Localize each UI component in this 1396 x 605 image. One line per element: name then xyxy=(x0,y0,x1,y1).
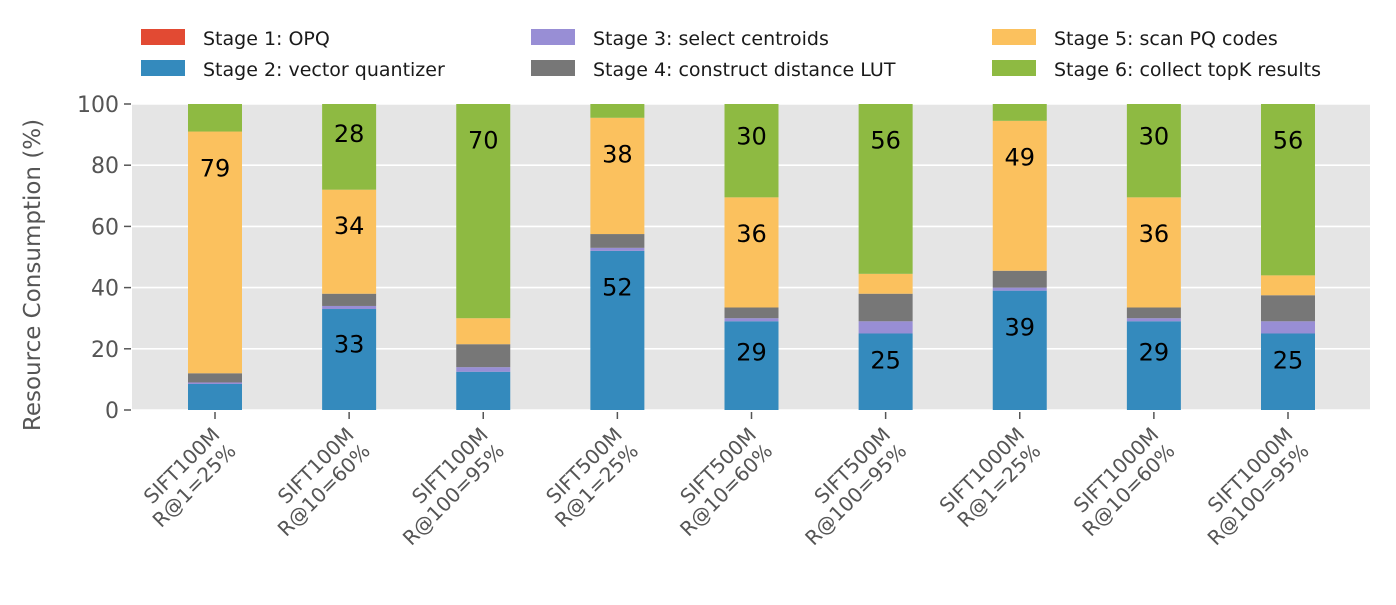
legend: Stage 1: OPQ Stage 2: vector quantizer Sta… xyxy=(141,28,1321,81)
legend-swatch xyxy=(531,60,575,76)
bar-segment xyxy=(858,321,913,334)
bar-segment xyxy=(456,318,511,345)
legend-label: Stage 4: construct distance LUT xyxy=(593,59,896,81)
y-axis-title: Resource Consumption (%) xyxy=(20,119,46,431)
bar-segment xyxy=(456,367,511,372)
bar-segment xyxy=(590,247,645,251)
bar-segment xyxy=(724,321,779,410)
bar-segment xyxy=(456,371,511,410)
bar-segment xyxy=(858,273,913,294)
data-label: 33 xyxy=(334,330,365,358)
bar-segment xyxy=(188,373,242,383)
y-tick-label: 60 xyxy=(91,215,119,240)
legend-label: Stage 3: select centroids xyxy=(593,28,829,50)
bar-segment xyxy=(456,344,511,368)
bar-segment xyxy=(590,117,645,235)
bar-segment xyxy=(1126,307,1181,319)
legend-swatch xyxy=(141,60,185,76)
bar-segment xyxy=(456,104,511,319)
data-label: 39 xyxy=(1004,313,1035,341)
bar-segment xyxy=(590,234,645,248)
bar-segment xyxy=(322,309,377,410)
legend-label: Stage 1: OPQ xyxy=(203,28,330,50)
bar-segment xyxy=(858,104,913,274)
data-label: 36 xyxy=(1139,220,1170,248)
bar-segment xyxy=(590,250,645,410)
bar-segment xyxy=(724,197,779,308)
data-label: 52 xyxy=(602,274,633,302)
bar-segment xyxy=(322,305,377,310)
bar-segment xyxy=(322,293,377,306)
bar-segment xyxy=(1261,321,1315,334)
data-label: 56 xyxy=(870,127,901,155)
legend-swatch xyxy=(531,29,575,45)
data-label: 49 xyxy=(1004,144,1035,172)
bar-segment xyxy=(188,382,242,384)
bar-segment xyxy=(1261,333,1315,410)
bar-segment xyxy=(1126,104,1181,198)
data-label: 34 xyxy=(334,212,365,240)
legend-label: Stage 2: vector quantizer xyxy=(203,59,445,81)
data-label: 28 xyxy=(334,120,365,148)
data-label: 30 xyxy=(1139,123,1170,151)
bar-segment xyxy=(992,287,1047,291)
bar-segment xyxy=(1126,197,1181,308)
bar-segment xyxy=(724,307,779,319)
bar-segment xyxy=(322,104,377,190)
legend-swatch xyxy=(141,29,185,45)
data-label: 25 xyxy=(870,346,901,374)
data-label: 70 xyxy=(468,127,499,155)
legend-label: Stage 6: collect topK results xyxy=(1054,59,1321,81)
bar-segment xyxy=(1261,104,1315,276)
data-label: 29 xyxy=(736,338,767,366)
bar-segment xyxy=(188,131,242,374)
bar-segment xyxy=(992,270,1047,288)
bar-segment xyxy=(858,293,913,322)
bar-segment xyxy=(322,189,377,294)
y-axis: 0 20 40 60 80 100 xyxy=(77,93,131,424)
data-label: 25 xyxy=(1273,346,1304,374)
y-tick-label: 20 xyxy=(91,338,119,363)
data-label: 29 xyxy=(1139,338,1170,366)
bar-segment xyxy=(1261,275,1315,296)
data-label: 30 xyxy=(736,123,767,151)
data-label: 38 xyxy=(602,140,633,168)
legend-label: Stage 5: scan PQ codes xyxy=(1054,28,1278,50)
y-tick-label: 80 xyxy=(91,154,119,179)
data-labels: 79 33 34 28 70 52 38 29 36 30 25 56 39 49 29 36 30 25 56 xyxy=(200,120,1304,374)
legend-swatch xyxy=(992,60,1036,76)
bar-segment xyxy=(1261,295,1315,322)
bar-segment xyxy=(724,104,779,198)
bar-segment xyxy=(992,290,1047,410)
bar-segment xyxy=(1126,321,1181,410)
bars xyxy=(188,104,1315,410)
y-tick-label: 100 xyxy=(77,93,119,118)
bar-segment xyxy=(188,104,242,132)
y-tick-label: 40 xyxy=(91,277,119,302)
bar-segment xyxy=(188,383,242,410)
bar-segment xyxy=(1126,318,1181,322)
legend-swatch xyxy=(992,29,1036,45)
bar-segment xyxy=(724,318,779,322)
bar-segment xyxy=(590,104,645,118)
y-tick-label: 0 xyxy=(105,399,119,424)
bar-segment xyxy=(992,104,1047,121)
data-label: 79 xyxy=(200,154,231,182)
bar-segment xyxy=(858,333,913,410)
data-label: 36 xyxy=(736,220,767,248)
data-label: 56 xyxy=(1273,127,1304,155)
bar-segment xyxy=(992,120,1047,271)
